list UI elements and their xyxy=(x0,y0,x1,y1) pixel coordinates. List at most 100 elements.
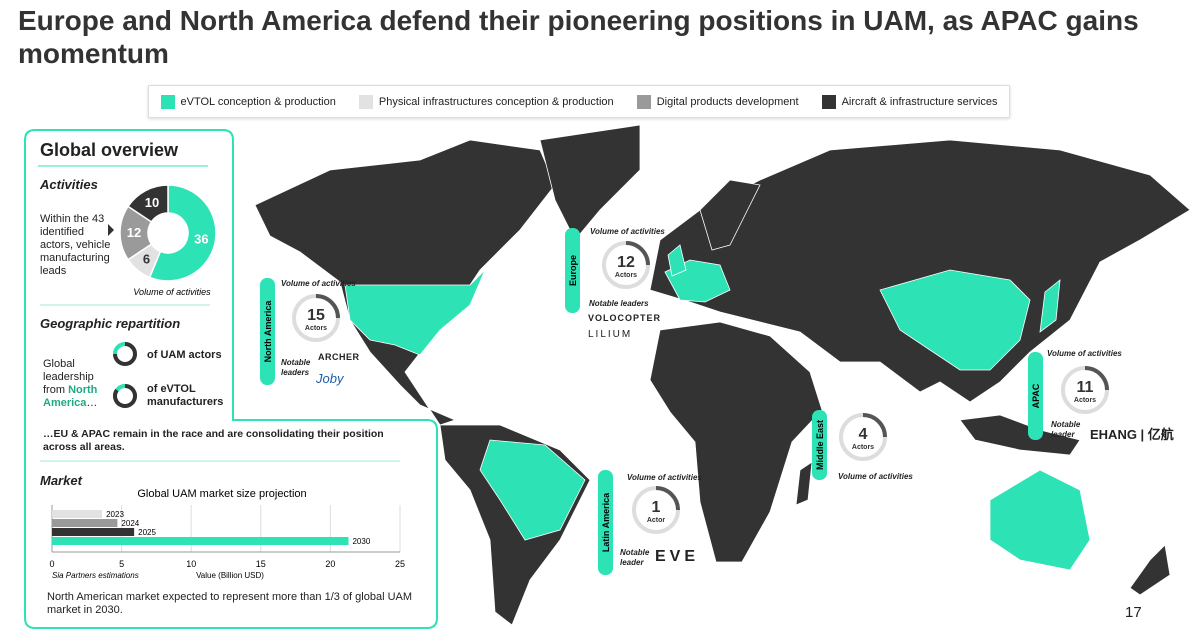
geo-icon xyxy=(113,342,137,408)
region-count: 12 xyxy=(617,254,635,271)
legend-swatch xyxy=(636,94,651,109)
market-note: North American market expected to repres… xyxy=(47,591,413,616)
scandinavia xyxy=(699,179,761,251)
region-volume-label: Volume of activities xyxy=(838,472,913,481)
arrow xyxy=(108,224,114,236)
legend-item: Digital products development xyxy=(636,94,799,109)
x-tick-label: 5 xyxy=(119,559,124,569)
region-volume-label: Volume of activities xyxy=(627,473,702,482)
geo-text: Global leadership from North America… xyxy=(43,358,105,410)
region-unit: Actors xyxy=(1074,397,1096,404)
region-leader: Joby xyxy=(316,371,344,386)
region-leader: LILIUM xyxy=(588,329,633,340)
market-heading: Market xyxy=(40,473,82,488)
legend-swatch xyxy=(160,94,175,109)
source: Sia Partners estimations xyxy=(52,571,139,580)
greenland xyxy=(539,124,641,241)
geo-note: …EU & APAC remain in the race and are co… xyxy=(43,428,384,453)
geo-heading: Geographic repartition xyxy=(40,316,181,331)
region-name: Latin America xyxy=(601,492,611,552)
region-leader: EVE xyxy=(655,548,700,565)
region-leaders-label: Notable leaders xyxy=(281,358,311,377)
japan xyxy=(1039,279,1061,333)
region-leaders-label: Notable leader xyxy=(1051,420,1081,439)
legend-label: Digital products development xyxy=(656,95,799,108)
x-tick-label: 10 xyxy=(186,559,196,569)
bar xyxy=(52,510,103,518)
geo-text-part: Global leadership from xyxy=(43,358,94,396)
region-unit: Actors xyxy=(852,444,874,451)
donut-caption: Volume of activities xyxy=(133,287,211,297)
donut-label: 6 xyxy=(143,251,150,266)
donut-label: 12 xyxy=(127,225,141,240)
geo-item: of UAM actors xyxy=(147,349,222,361)
x-tick-label: 20 xyxy=(325,559,335,569)
bar-label: 2030 xyxy=(352,537,370,546)
legend-item: Aircraft & infrastructure services xyxy=(821,94,998,109)
region-name: Middle East xyxy=(815,420,825,470)
geo-item: of eVTOL manufacturers xyxy=(147,383,224,408)
region-volume-label: Volume of activities xyxy=(281,279,356,288)
chart-title: Global UAM market size projection xyxy=(137,488,306,500)
uk xyxy=(667,244,687,277)
donut-segment xyxy=(127,184,169,223)
bar xyxy=(52,519,118,527)
region-name: Europe xyxy=(568,255,578,286)
region-unit: Actors xyxy=(615,272,637,279)
bar-label: 2024 xyxy=(121,519,139,528)
x-tick-label: 25 xyxy=(395,559,405,569)
geo-text-part: … xyxy=(86,397,98,409)
africa xyxy=(649,321,823,563)
region-name: North America xyxy=(263,300,273,363)
australia xyxy=(989,469,1091,571)
legend-swatch xyxy=(821,94,836,109)
legend-label: Physical infrastructures conception & pr… xyxy=(378,95,614,108)
donut-label: 10 xyxy=(145,195,159,210)
region-ring-arc xyxy=(1084,366,1109,391)
region-name: APAC xyxy=(1031,383,1041,408)
region-count: 4 xyxy=(859,426,868,443)
brazil xyxy=(479,439,586,541)
geo-text-part: North America xyxy=(43,384,98,409)
se-asia-islands xyxy=(959,414,1081,456)
bar-label: 2025 xyxy=(138,528,156,537)
region-ring-arc xyxy=(625,241,650,266)
legend-label: Aircraft & infrastructure services xyxy=(841,95,998,108)
region-ring-arc xyxy=(862,413,887,438)
legend: eVTOL conception & production Physical in… xyxy=(148,85,1010,118)
x-tick-label: 15 xyxy=(256,559,266,569)
region-pill xyxy=(260,278,275,385)
region-pill xyxy=(812,410,827,480)
eurasia xyxy=(649,139,1191,403)
region-ring-arc xyxy=(315,294,340,319)
region-leader: ARCHER xyxy=(318,352,360,362)
region-leaders-label: Notable leader xyxy=(620,548,650,567)
region-count: 11 xyxy=(1077,379,1094,396)
region-count: 1 xyxy=(652,499,661,516)
region-pill xyxy=(598,470,613,575)
title: Europe and North America defend their pi… xyxy=(18,5,1139,69)
usa xyxy=(344,269,486,356)
page-number: 17 xyxy=(1125,604,1142,621)
region-volume-label: Volume of activities xyxy=(590,227,665,236)
madagascar xyxy=(795,461,813,506)
bar-label: 2023 xyxy=(106,510,124,519)
region-leaders-label: Notable leaders xyxy=(589,299,649,308)
activities-heading: Activities xyxy=(40,177,98,192)
donut-segment xyxy=(148,184,217,282)
region-ring-arc xyxy=(655,486,680,511)
donut-label: 36 xyxy=(194,232,208,247)
region-count: 15 xyxy=(307,307,325,324)
north-america xyxy=(254,139,556,426)
legend-item: Physical infrastructures conception & pr… xyxy=(358,94,614,109)
activities-text: Within the 43 identified actors, vehicle… xyxy=(40,213,111,277)
china xyxy=(879,269,1031,371)
region-unit: Actors xyxy=(305,325,327,332)
new-zealand xyxy=(1129,544,1171,596)
overview-heading: Global overview xyxy=(40,140,179,160)
highlighted-countries xyxy=(344,244,1091,571)
bar xyxy=(52,528,135,536)
legend-label: eVTOL conception & production xyxy=(180,95,336,108)
